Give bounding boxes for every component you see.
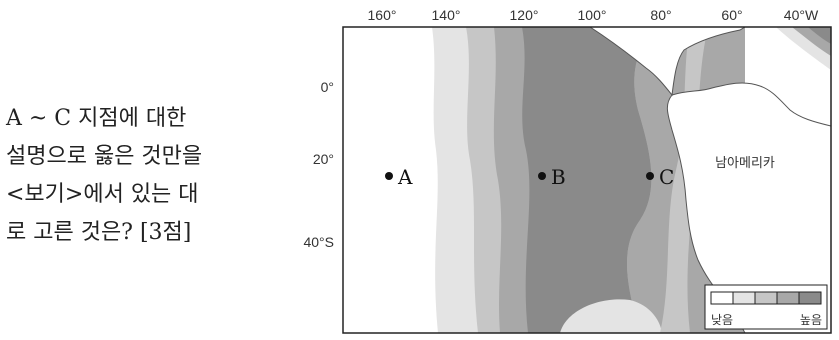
atlantic-band-3 [808,27,831,44]
question-text: A ~ C 지점에 대한 설명으로 옳은 것만을 <보기>에서 있는 대 로 고… [6,106,203,245]
lon-label-160: 160° [368,7,397,23]
legend-high-label: 높음 [800,313,822,327]
continent-label: 남아메리카 [715,155,775,170]
contour-sw-patch [560,299,662,333]
lat-label-40s: 40°S [303,234,334,250]
point-c-label: C [659,165,674,189]
lon-label-120: 120° [510,7,539,23]
lon-label-140: 140° [432,7,461,23]
lon-label-80: 80° [650,7,671,23]
contour-level-4 [522,27,652,333]
point-a-marker [385,172,393,180]
legend-swatch-1 [710,291,734,305]
legend: 낮음 높음 [704,284,828,330]
legend-swatch-2 [732,291,756,305]
legend-swatches [710,291,822,305]
central-america-land [589,27,746,97]
lon-label-60: 60° [721,7,742,23]
map-frame [342,26,832,334]
lat-label-0: 0° [321,79,334,95]
point-a-label: A [397,165,413,189]
point-b-label: B [551,165,566,189]
lat-label-20: 20° [313,151,334,167]
lon-label-40w: 40°W [784,7,819,23]
legend-swatch-4 [776,291,800,305]
lon-label-100: 100° [578,7,607,23]
legend-swatch-3 [754,291,778,305]
point-c-marker [646,172,654,180]
legend-low-label: 낮음 [711,313,733,327]
point-b-marker [538,172,546,180]
legend-swatch-5 [798,291,822,305]
map-content [432,27,831,333]
